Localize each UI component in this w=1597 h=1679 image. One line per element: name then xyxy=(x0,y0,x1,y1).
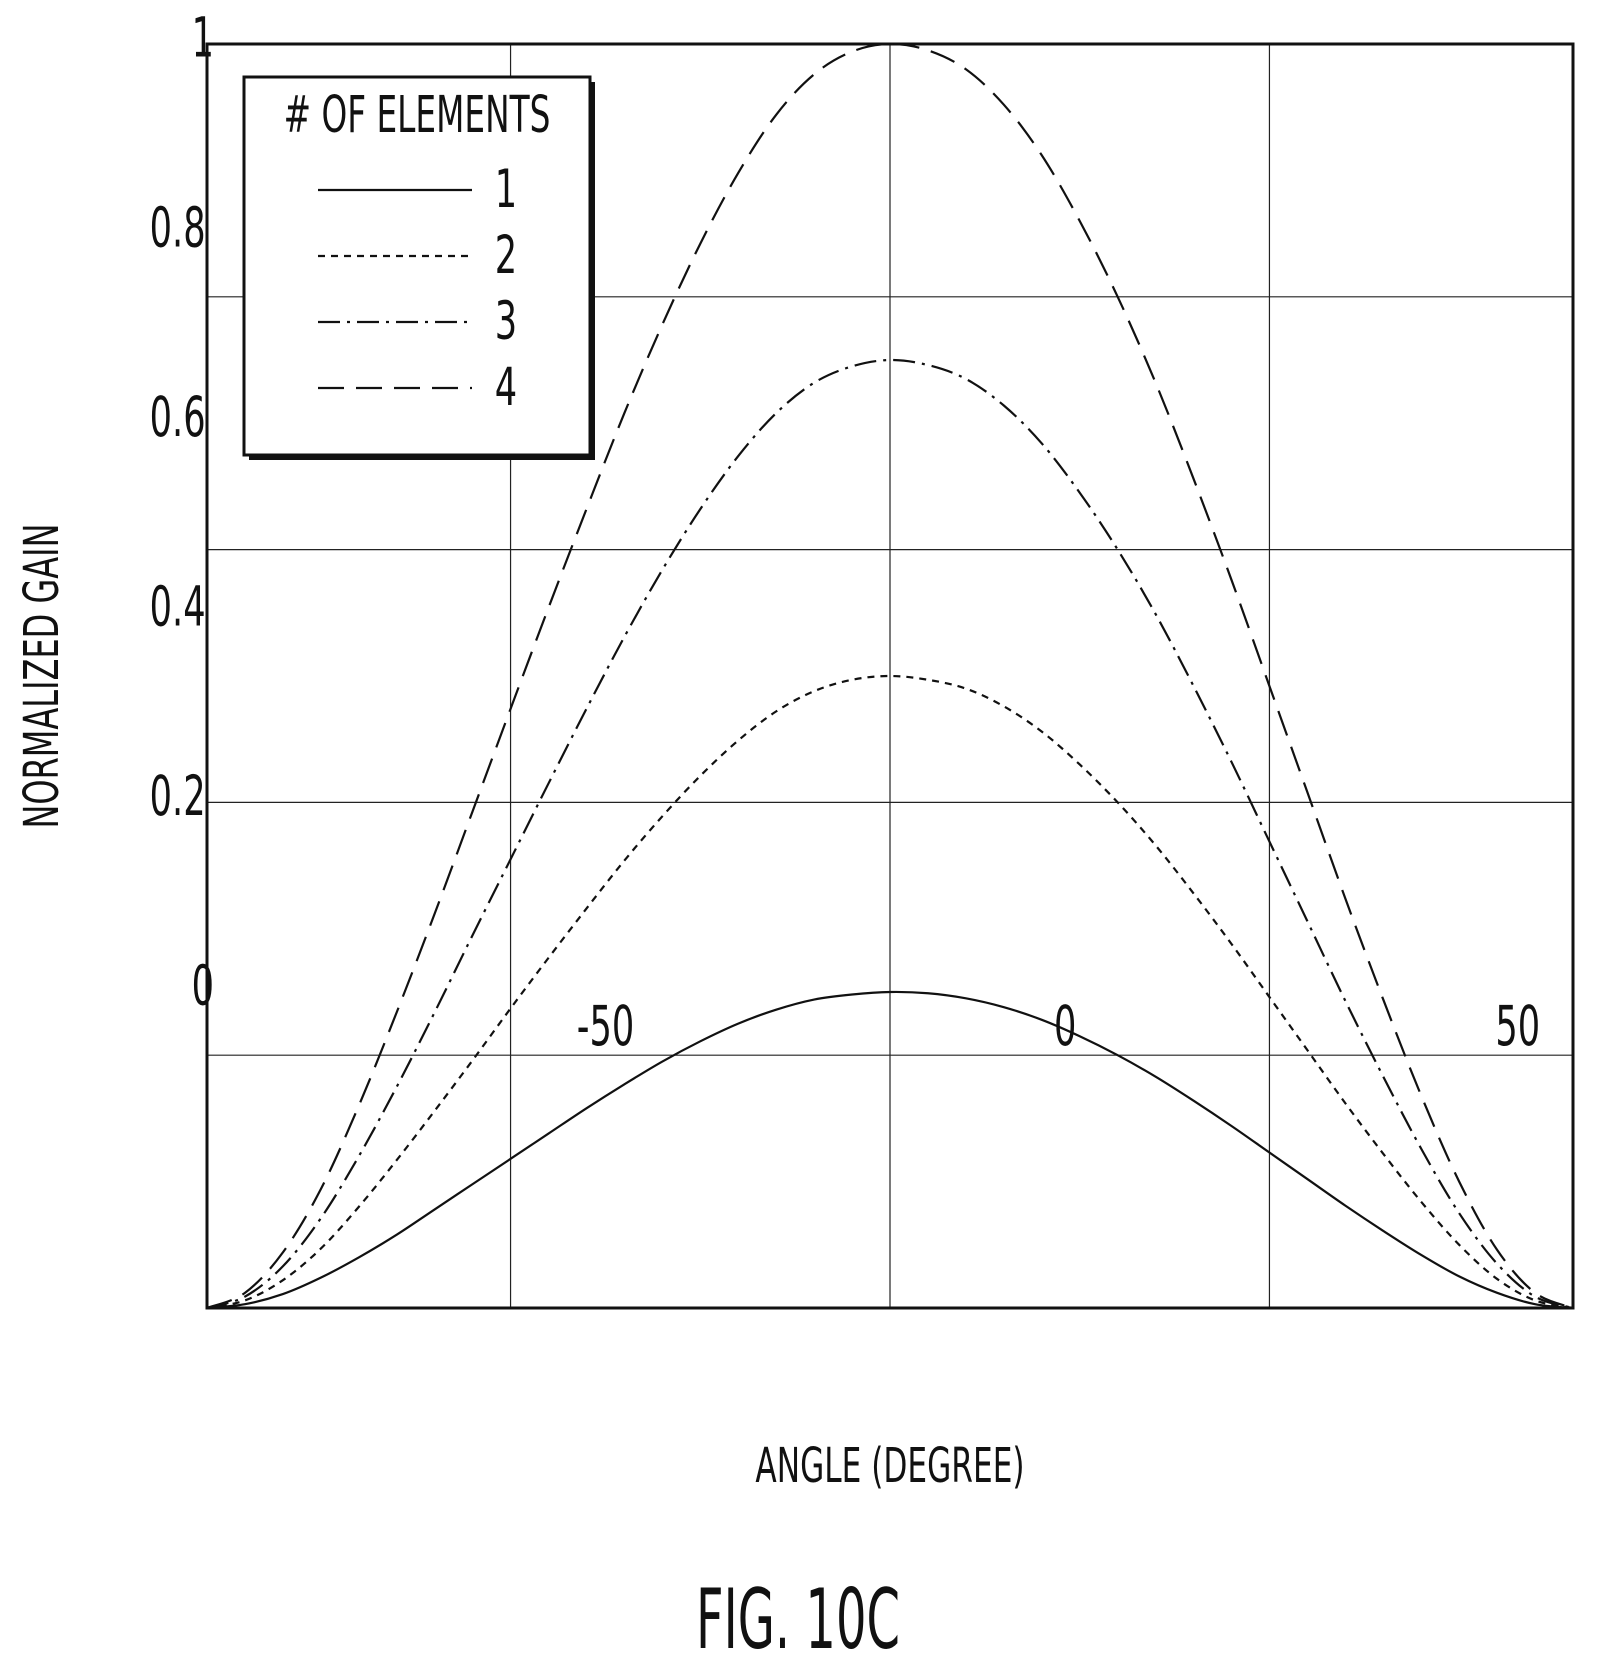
x-axis-title: ANGLE (DEGREE) xyxy=(755,1437,1024,1494)
series-line-4 xyxy=(206,42,1574,1310)
figure-label: FIG. 10C xyxy=(696,1572,900,1669)
series-lines xyxy=(206,42,1574,1310)
plot-frame xyxy=(205,42,1575,1310)
legend-box xyxy=(242,75,592,457)
y-tick-label: 0.2 xyxy=(150,764,206,828)
x-tick-label: 50 xyxy=(1495,994,1540,1058)
legend-label-3: 3 xyxy=(495,290,517,352)
x-tick-label: -50 xyxy=(577,994,634,1058)
x-tick-label: 0 xyxy=(1054,994,1076,1058)
series-line-2 xyxy=(206,674,1574,1310)
y-tick-label: 0.8 xyxy=(150,195,206,259)
legend-label-4: 4 xyxy=(495,356,517,418)
series-line-1 xyxy=(206,990,1574,1310)
legend-title: # OF ELEMENTS xyxy=(284,87,551,145)
y-tick-label: 0.4 xyxy=(150,574,206,638)
y-tick-label: 0 xyxy=(192,954,214,1018)
legend-label-1: 1 xyxy=(495,158,517,220)
legend-label-2: 2 xyxy=(495,224,517,286)
y-tick-label: 1 xyxy=(192,6,214,70)
y-tick-label: 0.6 xyxy=(150,385,206,449)
tick-labels: 0 0.2 0.4 0.6 0.8 1 -50 0 50 xyxy=(150,6,1540,1059)
series-line-3 xyxy=(206,358,1574,1310)
y-axis-title: NORMALIZED GAIN xyxy=(13,523,69,828)
